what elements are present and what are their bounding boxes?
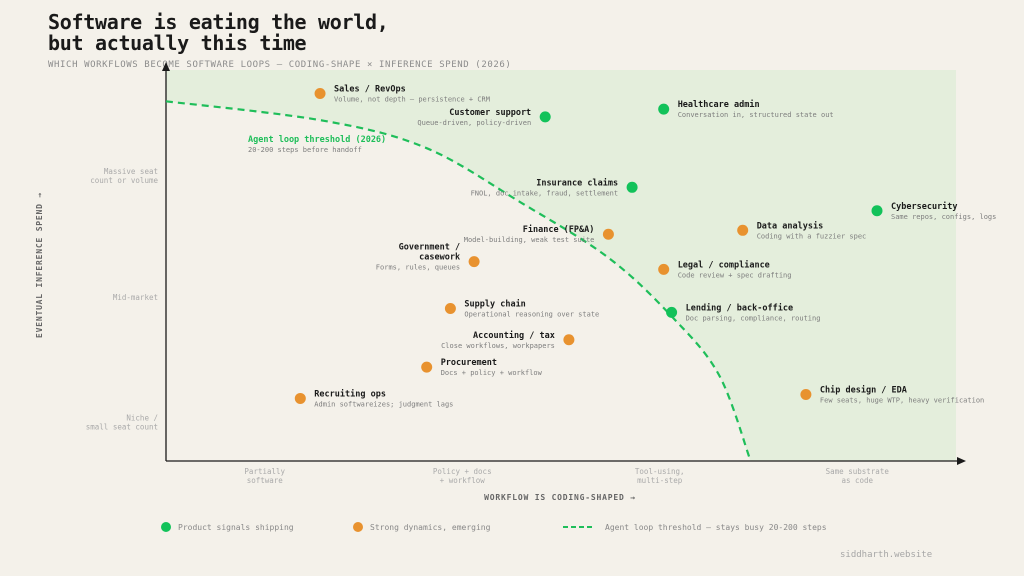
y-tick-label: Massive seat [104, 167, 158, 176]
legend-shipping-label: Product signals shipping [178, 523, 294, 532]
chart-title: Software is eating the world, but actual… [48, 12, 389, 54]
data-label: Cybersecurity [891, 201, 958, 212]
data-label: Data analysis [757, 220, 824, 231]
x-tick-label: + workflow [440, 476, 486, 485]
data-label: casework [419, 253, 460, 263]
title-line-2: but actually this time [48, 31, 307, 55]
x-tick-label: Same substrate [826, 467, 890, 476]
footer-site: siddharth.website [840, 550, 933, 560]
threshold-line [165, 100, 752, 462]
data-label: Finance (FP&A) [523, 224, 595, 235]
data-label: Sales / RevOps [334, 84, 406, 94]
data-label-desc: Close workflows, workpapers [441, 342, 555, 350]
data-label-desc: Model-building, weak test suite [464, 236, 595, 244]
data-label-desc: Same repos, configs, logs [891, 213, 996, 221]
y-axis-title: EVENTUAL INFERENCE SPEND → [35, 192, 44, 338]
chart-subtitle: WHICH WORKFLOWS BECOME SOFTWARE LOOPS — … [48, 60, 512, 70]
data-point-emerging [444, 303, 456, 315]
data-label-desc: Forms, rules, queues [376, 264, 460, 272]
data-label: Lending / back-office [686, 302, 793, 313]
y-axis-arrow [162, 62, 170, 71]
data-label: Supply chain [464, 299, 525, 310]
data-point-emerging [737, 224, 749, 236]
x-tick-label: Tool-using, [635, 467, 685, 476]
x-axis-arrow [957, 457, 966, 465]
data-label-desc: Operational reasoning over state [464, 311, 599, 319]
data-label: Healthcare admin [678, 99, 760, 110]
data-point-emerging [421, 361, 433, 373]
data-label-desc: FNOL, doc intake, fraud, settlement [471, 189, 619, 197]
legend-threshold-label: Agent loop threshold — stays busy 20-200… [605, 523, 827, 532]
x-tick-label: Partially [244, 467, 285, 476]
data-point-shipping [626, 181, 638, 193]
x-tick-label: software [247, 476, 284, 485]
data-label: Legal / compliance [678, 259, 770, 270]
data-label: Customer support [449, 108, 531, 118]
data-point-emerging [294, 392, 306, 404]
data-label-desc: Conversation in, structured state out [678, 111, 834, 119]
y-tick-label: small seat count [86, 422, 158, 431]
data-point-emerging [314, 87, 326, 99]
data-label-desc: Queue-driven, policy-driven [417, 119, 531, 127]
data-point-shipping [658, 103, 670, 115]
legend-emerging-label: Strong dynamics, emerging [370, 523, 491, 532]
threshold-sublabel: 20-200 steps before handoff [248, 146, 362, 154]
data-point-shipping [666, 306, 678, 318]
data-label-desc: Admin softwareizes; judgment lags [314, 400, 453, 408]
data-point-shipping [871, 205, 883, 217]
threshold-region [166, 70, 956, 461]
data-label: Insurance claims [536, 177, 618, 188]
data-label: Recruiting ops [314, 388, 386, 399]
title-line-1: Software is eating the world, [48, 10, 389, 34]
data-label: Government / [399, 243, 460, 253]
x-tick-label: Policy + docs [433, 467, 492, 476]
data-point-shipping [539, 111, 551, 123]
threshold-label: Agent loop threshold (2026) [248, 135, 386, 145]
legend-emerging-swatch [353, 522, 363, 532]
data-label: Chip design / EDA [820, 385, 907, 396]
y-tick-label: count or volume [90, 176, 158, 185]
data-label-desc: Coding with a fuzzier spec [757, 232, 867, 240]
data-point-emerging [563, 334, 575, 346]
data-label: Accounting / tax [473, 330, 555, 341]
data-label-desc: Volume, not depth — persistence + CRM [334, 95, 490, 103]
data-label-desc: Doc parsing, compliance, routing [686, 314, 821, 322]
legend-shipping-swatch [161, 522, 171, 532]
data-label: Procurement [441, 358, 497, 368]
data-point-emerging [658, 263, 670, 275]
data-point-emerging [602, 228, 614, 240]
x-axis-title: WORKFLOW IS CODING-SHAPED → [484, 493, 636, 502]
data-label-desc: Few seats, huge WTP, heavy verification [820, 397, 984, 405]
x-tick-label: multi-step [637, 476, 683, 485]
data-point-emerging [800, 389, 812, 401]
y-tick-label: Niche / [126, 413, 158, 422]
y-tick-label: Mid-market [113, 293, 158, 302]
x-tick-label: as code [841, 476, 873, 485]
data-label-desc: Docs + policy + workflow [441, 369, 543, 377]
data-label-desc: Code review + spec drafting [678, 271, 792, 279]
data-point-emerging [468, 256, 480, 268]
